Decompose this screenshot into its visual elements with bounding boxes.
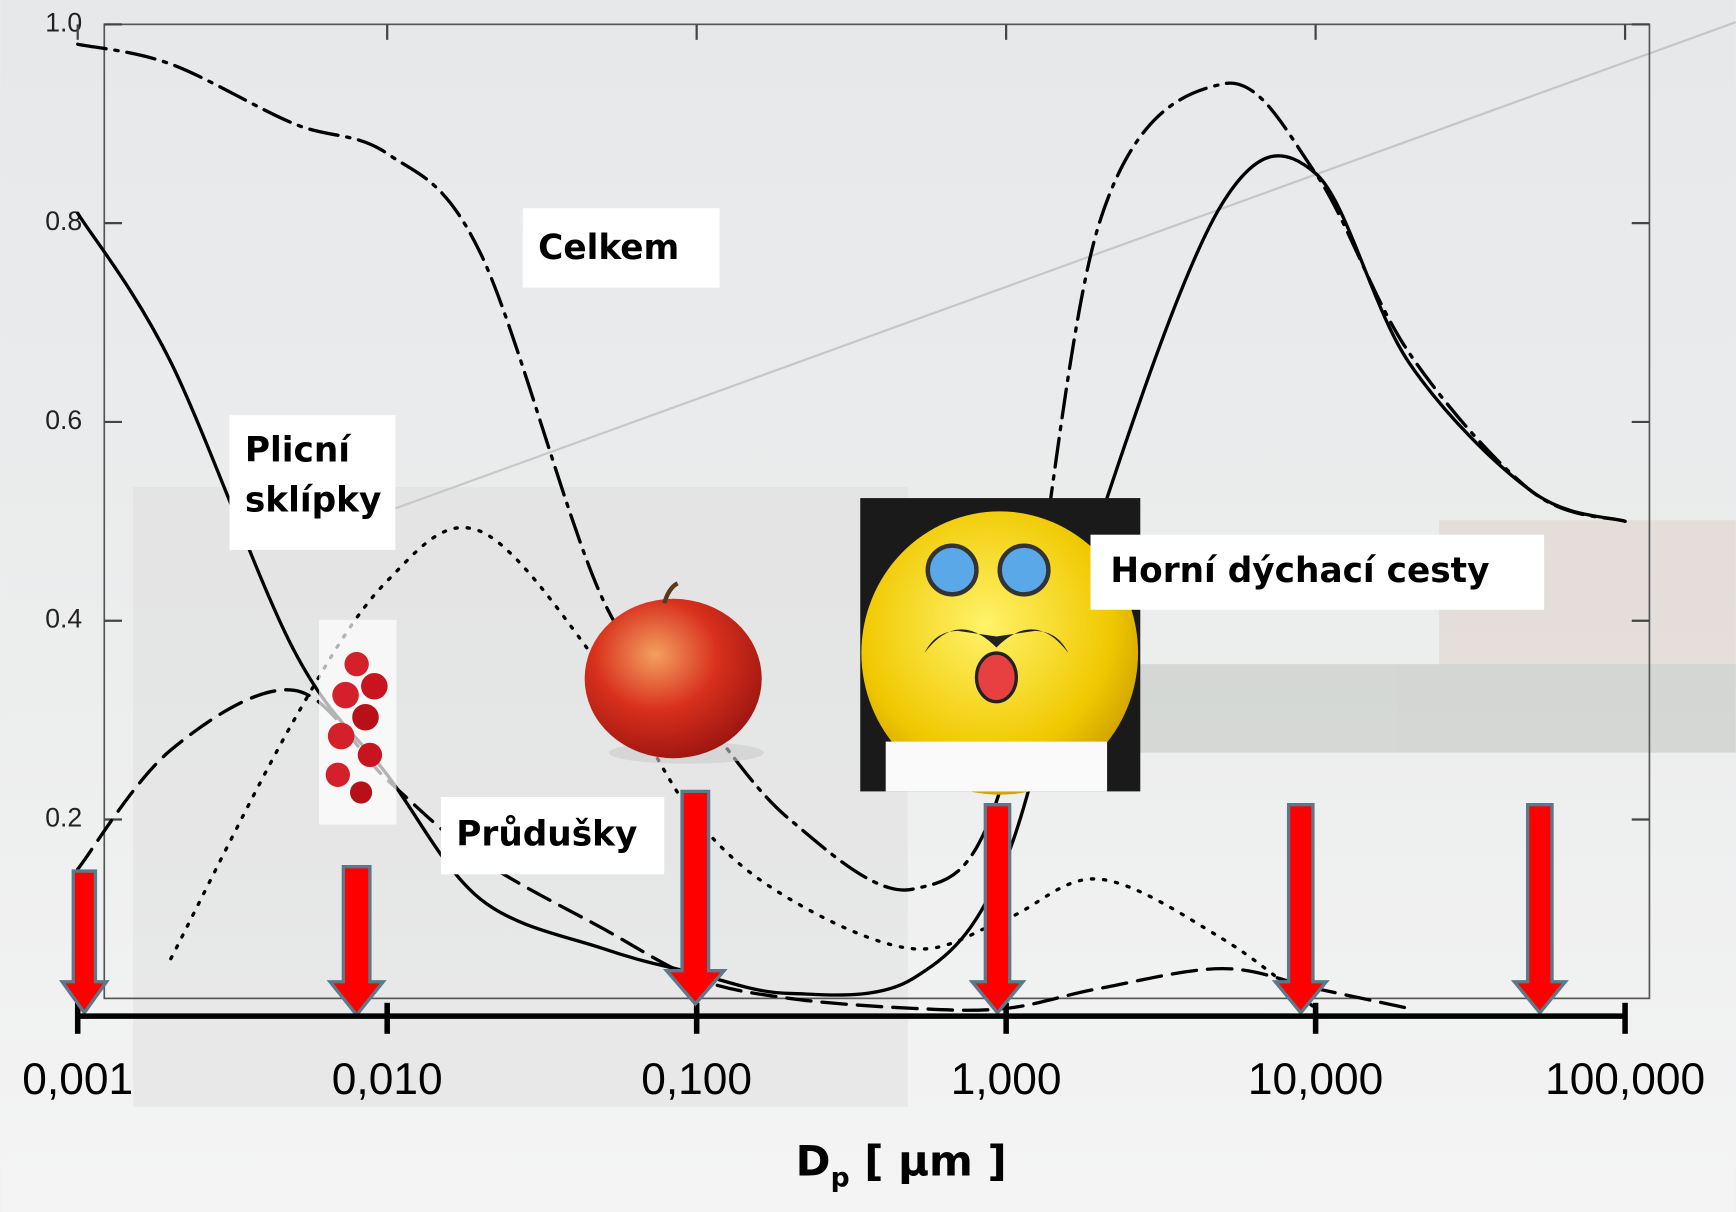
annotation: Plicní sklípky [229, 415, 426, 550]
page: {"chart_data": {"type": "line", "x_label… [0, 0, 1736, 1212]
x-axis-title-sub: p [831, 1163, 850, 1194]
series-label: Celkem [523, 208, 720, 288]
x-tick-label: 0,001 [22, 1055, 133, 1104]
annotation: Průdušky [441, 797, 665, 874]
currant-picture [319, 620, 396, 825]
y-tick-label: 0.4 [45, 604, 82, 634]
x-axis-title-main: D [796, 1136, 831, 1185]
y-tick-label: 0.2 [45, 803, 82, 833]
series-label: Horní dýchací cesty [1090, 535, 1544, 610]
y-tick-label: 0.8 [45, 206, 82, 236]
series-label: Průdušky [441, 797, 665, 874]
x-tick-label: 1,000 [951, 1055, 1062, 1104]
x-tick-label: 100,000 [1545, 1055, 1705, 1104]
y-tick-label: 1.0 [45, 7, 82, 37]
chart: 0.2 0.4 0.6 0.8 1.0 0,001 0,010 0,100 1,000 10,00… [0, 0, 1736, 1212]
x-tick-label: 0,010 [332, 1055, 443, 1104]
x-tick-label: 0,100 [641, 1055, 752, 1104]
annotation: Horní dýchací cesty [1090, 535, 1544, 610]
series-label: Plicní sklípky [229, 415, 395, 550]
x-tick-label: 10,000 [1248, 1055, 1383, 1104]
x-axis-title-rest: [ μm ] [850, 1136, 1007, 1185]
y-tick-label: 0.6 [45, 405, 82, 435]
x-axis-title: Dp [ μm ] [796, 1136, 1007, 1193]
annotation: Celkem [523, 208, 720, 288]
